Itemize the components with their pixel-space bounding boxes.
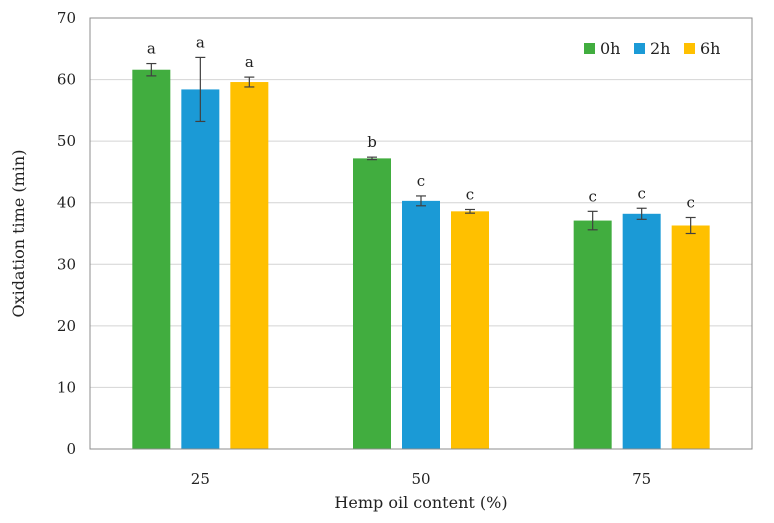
legend-swatch [634, 43, 645, 54]
y-tick-label: 20 [57, 317, 76, 335]
y-axis-ticks: 0 10 20 30 40 50 60 70 [57, 9, 76, 458]
y-tick-label: 50 [57, 132, 76, 150]
y-tick-label: 70 [57, 9, 76, 27]
y-tick-label: 10 [57, 378, 76, 396]
significance-label: a [196, 33, 205, 51]
bar [573, 220, 612, 449]
significance-label: a [147, 40, 156, 58]
significance-label: c [637, 184, 645, 202]
x-tick-label: 25 [191, 470, 210, 488]
significance-labels: a a a b c c c c c [147, 33, 695, 211]
bar [402, 200, 440, 449]
bar [132, 69, 171, 449]
bar [451, 211, 489, 449]
significance-label: a [245, 53, 254, 71]
bar [181, 89, 220, 450]
legend-swatch [684, 43, 695, 54]
significance-label: c [417, 172, 425, 190]
legend-label: 0h [600, 39, 620, 58]
y-axis-title: Oxidation time (min) [9, 150, 28, 318]
legend-label: 2h [650, 39, 670, 58]
plot-area-border [89, 17, 753, 450]
x-axis-ticks: 25 50 75 [191, 470, 651, 488]
bar [671, 225, 710, 449]
y-tick-label: 30 [57, 255, 76, 273]
legend: 0h 2h 6h [584, 39, 720, 58]
bars [132, 69, 710, 450]
significance-label: c [466, 185, 474, 203]
x-tick-label: 50 [411, 470, 430, 488]
bar [230, 82, 269, 449]
legend-swatch [584, 43, 595, 54]
significance-label: c [588, 187, 596, 205]
x-axis-title: Hemp oil content (%) [334, 493, 507, 512]
x-tick-label: 75 [632, 470, 651, 488]
y-tick-label: 60 [57, 71, 76, 89]
bar [353, 158, 391, 449]
significance-label: c [686, 193, 694, 211]
significance-label: b [367, 133, 377, 151]
error-bars [146, 56, 696, 235]
bar [622, 213, 661, 449]
legend-label: 6h [700, 39, 720, 58]
y-tick-label: 40 [57, 194, 76, 212]
y-tick-label: 0 [66, 440, 76, 458]
